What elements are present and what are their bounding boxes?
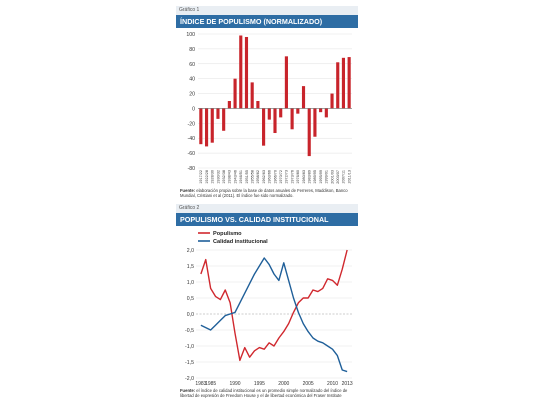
chart1-source-label: Fuente:	[180, 188, 196, 193]
x-tick-label: 2005	[303, 381, 314, 386]
bar	[324, 108, 328, 118]
bar	[336, 62, 340, 109]
bar	[216, 108, 220, 119]
x-tick-label: 1930/32	[216, 170, 220, 184]
x-tick-label: 1976/80	[296, 170, 300, 184]
y-tick-label: -60	[188, 151, 196, 157]
y-tick-label: -1,5	[185, 360, 194, 366]
bar	[227, 101, 231, 109]
x-tick-label: 2013	[342, 381, 353, 386]
x-tick-label: 1958/62	[256, 170, 260, 184]
x-tick-label: 2007/11	[342, 170, 346, 183]
x-tick-label: 1989/95	[313, 170, 317, 184]
bar	[330, 93, 334, 109]
bar	[347, 57, 351, 109]
x-tick-label: 1963/66	[268, 170, 272, 184]
x-tick-label: 1955/58	[250, 170, 254, 184]
x-tick-label: 1983	[195, 381, 206, 386]
bar	[284, 56, 288, 109]
y-tick-label: -80	[188, 166, 196, 172]
bar	[273, 108, 277, 134]
bar	[250, 82, 254, 109]
x-tick-label: 1995/99	[319, 170, 323, 184]
legend-label: Calidad institucional	[213, 239, 268, 245]
bar	[319, 108, 323, 113]
y-tick-label: 0,0	[187, 312, 194, 318]
y-tick-label: 60	[189, 62, 195, 68]
series-line	[200, 257, 348, 373]
bar	[233, 78, 237, 109]
x-tick-label: 1943/46	[233, 170, 237, 184]
y-tick-label: 2,0	[187, 248, 194, 254]
bar	[256, 101, 260, 109]
y-tick-label: -40	[188, 136, 196, 142]
x-tick-label: 1928/30	[211, 170, 215, 184]
chart2-source: Fuente: el índice de calidad institucion…	[180, 388, 356, 398]
bar	[313, 108, 317, 137]
x-tick-label: 1970/72	[279, 170, 283, 184]
bar	[199, 108, 203, 145]
chart2-title: POPULISMO VS. CALIDAD INSTITUCIONAL	[176, 213, 358, 226]
x-tick-label: 1962/63	[262, 170, 266, 184]
bar	[244, 36, 249, 109]
y-tick-label: -20	[188, 121, 196, 127]
x-tick-label: 1938/43	[228, 170, 232, 184]
x-tick-label: 2003/07	[336, 170, 340, 184]
bar	[307, 108, 311, 157]
x-tick-label: 1972/73	[285, 170, 289, 184]
bar	[204, 108, 209, 147]
y-tick-label: 0,5	[187, 296, 194, 302]
y-tick-label: 20	[189, 92, 195, 98]
bar	[222, 108, 226, 131]
x-tick-label: 2010	[327, 381, 338, 386]
x-tick-label: 1973/76	[290, 170, 294, 184]
x-tick-label: 1999/01	[325, 170, 329, 184]
x-tick-label: 1932/38	[222, 170, 226, 184]
x-tick-label: 1990	[229, 381, 240, 386]
chart1-source-text: elaboración propia sobre la base de dato…	[180, 188, 348, 198]
x-tick-label: 1983/89	[308, 170, 312, 184]
y-tick-label: 100	[186, 32, 195, 38]
y-tick-label: 1,0	[187, 280, 194, 286]
x-tick-label: 1980/83	[302, 170, 306, 184]
bar	[279, 108, 283, 118]
bar	[267, 108, 271, 120]
chart2-source-label: Fuente:	[180, 388, 196, 393]
chart1-panel-label: Gráfico 1	[176, 6, 358, 15]
bar	[341, 57, 346, 109]
y-tick-label: 80	[189, 47, 195, 53]
bar	[262, 108, 266, 146]
y-tick-label: -0,5	[185, 328, 194, 334]
x-tick-label: 1995	[254, 381, 265, 386]
x-tick-label: 1951/55	[245, 170, 249, 184]
bar	[301, 86, 306, 109]
y-tick-label: -1,0	[185, 344, 194, 350]
y-tick-label: 40	[189, 77, 195, 83]
x-tick-label: 1917/22	[199, 170, 203, 184]
bar	[210, 108, 214, 143]
x-tick-label: 1922/28	[205, 170, 209, 184]
x-tick-label: 2000	[278, 381, 289, 386]
bar	[239, 35, 243, 109]
chart2-panel-label: Gráfico 2	[176, 204, 358, 213]
bar	[290, 108, 294, 130]
chart-panel: Gráfico 1 ÍNDICE DE POPULISMO (NORMALIZA…	[176, 6, 358, 400]
x-tick-label: 2001/03	[330, 170, 334, 184]
y-tick-label: -2,0	[185, 376, 194, 382]
x-tick-label: 1946/51	[239, 170, 243, 184]
x-tick-label: 2011/13	[347, 170, 351, 183]
chart2-source-text: el índice de calidad institucional es un…	[180, 388, 348, 398]
x-tick-label: 1966/70	[273, 170, 277, 184]
chart1-title: ÍNDICE DE POPULISMO (NORMALIZADO)	[176, 15, 358, 28]
y-tick-label: 1,5	[187, 264, 194, 270]
x-tick-label: 1985	[205, 381, 216, 386]
chart1-source: Fuente: elaboración propia sobre la base…	[180, 188, 356, 198]
bar	[296, 108, 300, 114]
series-line	[200, 249, 348, 362]
y-tick-label: 0	[192, 106, 195, 112]
legend-label: Populismo	[213, 231, 242, 237]
